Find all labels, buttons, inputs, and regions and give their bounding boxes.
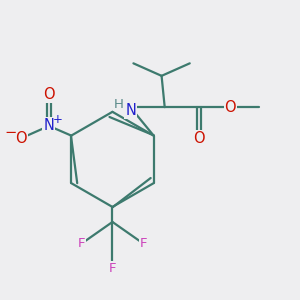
Text: O: O — [43, 87, 55, 102]
Text: N: N — [125, 103, 136, 118]
Text: O: O — [225, 100, 236, 115]
Text: F: F — [77, 237, 85, 250]
Text: O: O — [193, 131, 205, 146]
Text: N: N — [44, 118, 54, 134]
Text: +: + — [53, 112, 63, 125]
Text: O: O — [15, 131, 27, 146]
Text: F: F — [140, 237, 148, 250]
Text: F: F — [109, 262, 116, 275]
Text: −: − — [4, 125, 17, 140]
Text: H: H — [113, 98, 123, 110]
